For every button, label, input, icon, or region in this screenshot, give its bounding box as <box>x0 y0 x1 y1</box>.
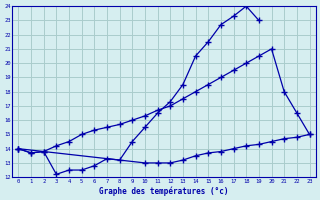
X-axis label: Graphe des températures (°c): Graphe des températures (°c) <box>99 186 229 196</box>
